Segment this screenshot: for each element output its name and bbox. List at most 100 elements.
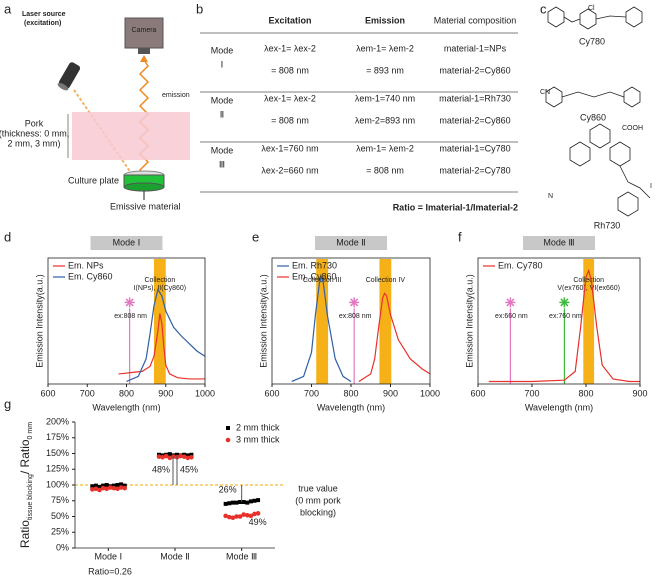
point [234,500,239,505]
panel-title-box [315,236,387,250]
point [167,455,173,461]
annotation: 49% [249,517,267,527]
point [97,484,102,489]
table-cell: λex-1= λex-2 [264,93,316,103]
band-label: I(NPs), II(Cy860) [134,285,187,292]
footnote: Ratio=0.26 [88,566,132,576]
panel-label: g [4,396,11,411]
table-header: Excitation [268,15,311,25]
camera-label: Camera [132,27,157,34]
x-tick-label: 900 [632,388,647,398]
table-cell: λem-1= λem-2 [356,43,414,53]
x-tick-label: 1000 [420,388,440,398]
legend-label: Em. Cy780 [498,260,543,270]
spectrum-line [358,292,431,382]
legend-label: Em. Cy860 [68,271,113,281]
panel-label: f [458,229,462,244]
camera-body [124,17,164,49]
mode-label: Mode [211,45,234,55]
point [189,452,194,457]
point [227,501,232,506]
panel-label: d [4,229,11,244]
collection-band [316,259,329,384]
collection-band [583,259,595,384]
axes [74,422,275,549]
y-axis-label: Emission Intensity(a.u.) [34,274,44,368]
mode-label: Ⅱ [220,109,224,119]
y-axis-label-part: / Ratio [18,439,32,474]
x-tick-label: 900 [158,388,173,398]
point [178,453,183,459]
point [93,486,99,492]
atom-label: I [650,183,652,190]
band-label: Collection [573,277,604,284]
y-tick-label: 50% [51,511,69,521]
point [104,483,109,487]
excitation-star [560,298,569,307]
point [122,483,127,488]
excitation-star [125,298,134,307]
point [167,452,172,457]
atom-label: COOH [622,125,643,132]
panel-title-box [90,236,163,250]
point [189,454,194,460]
legend-marker [225,437,231,443]
point [241,500,246,505]
y-tick-label: 175% [46,432,69,442]
point [163,453,169,459]
excitation-star [350,298,359,307]
y-tick-label: 75% [51,495,69,505]
point [245,500,250,505]
x-tick-label: 700 [304,388,319,398]
point [104,486,110,492]
point [238,500,243,505]
excitation-label: ex:760 nm [549,313,582,320]
x-axis-label: Wavelength (nm) [92,402,160,412]
point [111,485,117,491]
point [101,483,106,488]
point [248,499,253,504]
table-cell: material-2=Cy780 [439,165,510,175]
x-tick-label: 900 [383,388,398,398]
point [100,485,106,491]
spectrum-line [126,287,206,383]
point [230,515,236,521]
table-cell: = 893 nm [366,65,404,75]
structure-name: Cy780 [579,36,605,46]
point [252,511,257,517]
table-cell: material-1=Rh730 [439,93,511,103]
legend-label: Em. Cy860 [292,271,337,281]
panel-label: b [196,1,203,16]
point [252,498,257,503]
legend-label: 2 mm thick [236,422,280,432]
y-axis-label-part: Ratio [18,520,32,548]
x-axis-label: Wavelength (nm) [317,402,385,412]
collection-band [153,259,166,384]
y-axis-label-part: 0 mm [27,422,34,440]
camera-lens [138,48,150,54]
point [226,514,232,520]
plate-bottom [123,182,165,192]
x-axis-label: Wavelength (nm) [525,402,593,412]
y-tick-label: 100% [46,479,69,489]
x-tick-label: 700 [524,388,539,398]
table-cell: = 808 nm [366,165,404,175]
spectrum-line [291,274,352,383]
point [90,487,95,492]
table-cell: material-2=Cy860 [439,115,510,125]
schematic [57,17,190,200]
laser-label: Laser source [22,11,66,18]
x-tick-label: 600 [470,388,485,398]
table-cell: = 808 nm [271,65,309,75]
table-cell: λex-1= λex-2 [264,43,316,53]
reference-label: true value [298,483,338,493]
point [223,513,228,519]
excitation-star [506,298,515,307]
plot-frame [477,257,641,385]
y-tick-label: 0% [56,542,69,552]
table-header: Material composition [434,15,517,25]
point [90,484,95,489]
annotation: 26% [219,484,237,494]
legend-label: 3 mm thick [236,434,280,444]
